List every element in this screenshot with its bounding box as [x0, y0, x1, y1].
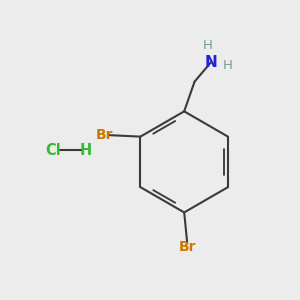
Text: Br: Br: [178, 240, 196, 254]
Text: Cl: Cl: [46, 142, 61, 158]
Text: H: H: [80, 142, 92, 158]
Text: Br: Br: [96, 128, 113, 142]
Text: H: H: [203, 40, 213, 52]
Text: H: H: [222, 59, 232, 72]
Text: N: N: [205, 55, 217, 70]
